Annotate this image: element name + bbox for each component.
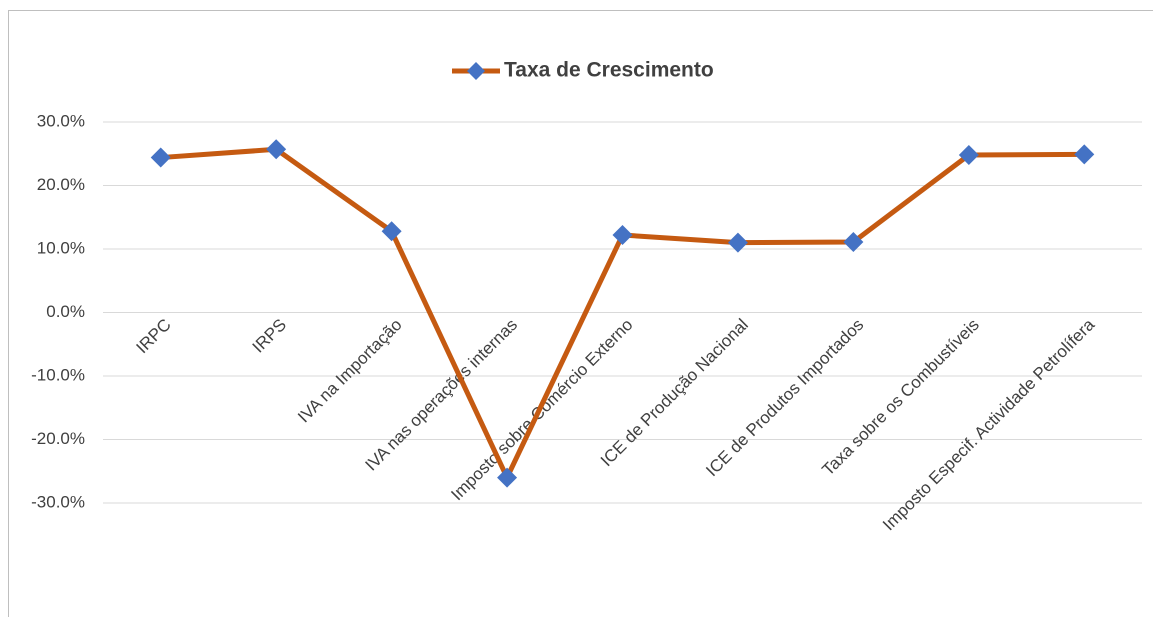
y-tick-label: -10.0% bbox=[31, 365, 85, 384]
data-point bbox=[612, 225, 633, 246]
data-point bbox=[150, 147, 171, 168]
x-tick-label: IRPS bbox=[249, 315, 290, 356]
legend-label: Taxa de Crescimento bbox=[504, 59, 714, 82]
series-line bbox=[160, 146, 1085, 481]
x-tick-label: IRPC bbox=[133, 315, 175, 357]
data-point bbox=[381, 221, 402, 242]
x-tick-label: IVA na Importação bbox=[294, 315, 405, 426]
data-point bbox=[727, 232, 748, 253]
chart-border bbox=[8, 10, 1153, 617]
data-point bbox=[1074, 144, 1095, 165]
data-point bbox=[266, 139, 287, 160]
legend-marker bbox=[467, 62, 485, 80]
y-tick-label: -20.0% bbox=[31, 429, 85, 448]
x-tick-label: Imposto Especif. Actividade Petrolífera bbox=[879, 315, 1099, 535]
y-tick-label: 0.0% bbox=[46, 302, 85, 321]
y-tick-label: -30.0% bbox=[31, 492, 85, 511]
y-tick-label: 20.0% bbox=[37, 175, 85, 194]
data-point bbox=[958, 145, 979, 166]
data-point bbox=[843, 232, 864, 253]
y-tick-label: 30.0% bbox=[37, 111, 85, 130]
data-point bbox=[497, 467, 518, 488]
y-tick-label: 10.0% bbox=[37, 238, 85, 257]
